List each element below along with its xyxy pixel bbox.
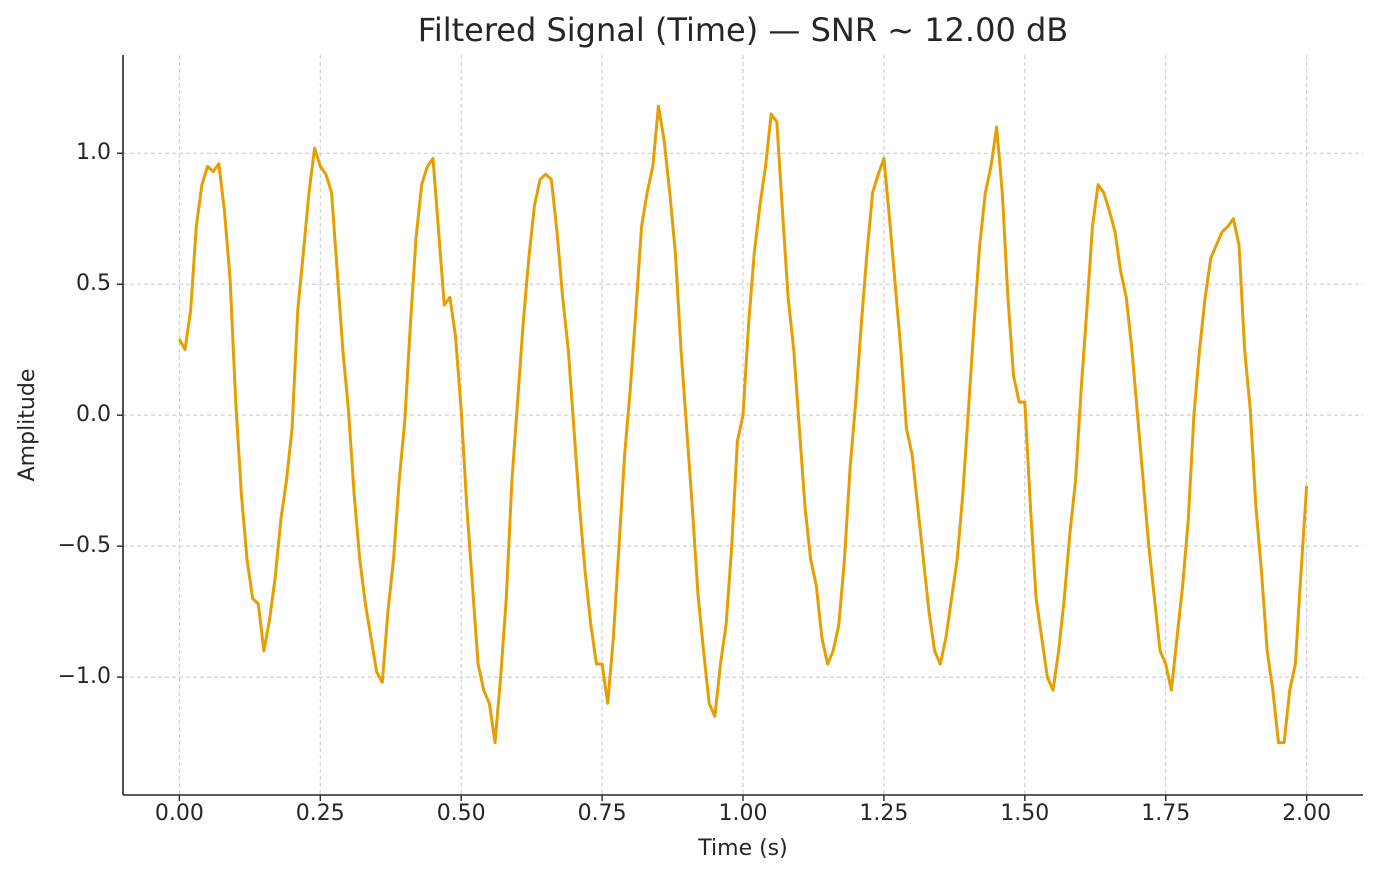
x-tick-label: 1.50 — [1000, 801, 1049, 826]
x-tick-label: 1.00 — [719, 801, 768, 826]
y-tick-label: −0.5 — [58, 533, 111, 558]
x-tick-label: 0.25 — [296, 801, 345, 826]
chart-title: Filtered Signal (Time) — SNR ~ 12.00 dB — [418, 11, 1069, 49]
x-tick-label: 0.50 — [437, 801, 486, 826]
y-tick-label: 1.0 — [76, 140, 111, 165]
x-tick-label: 0.75 — [578, 801, 627, 826]
x-tick-label: 1.75 — [1141, 801, 1190, 826]
y-tick-label: 0.5 — [76, 271, 111, 296]
y-axis-label: Amplitude — [15, 369, 40, 482]
x-axis-label: Time (s) — [697, 836, 787, 861]
signal-line — [178, 104, 1309, 745]
x-tick-label: 2.00 — [1282, 801, 1331, 826]
y-tick-label: 0.0 — [76, 402, 111, 427]
y-tick-label: −1.0 — [58, 664, 111, 689]
x-tick-label: 0.00 — [155, 801, 204, 826]
x-tick-label: 1.25 — [859, 801, 908, 826]
